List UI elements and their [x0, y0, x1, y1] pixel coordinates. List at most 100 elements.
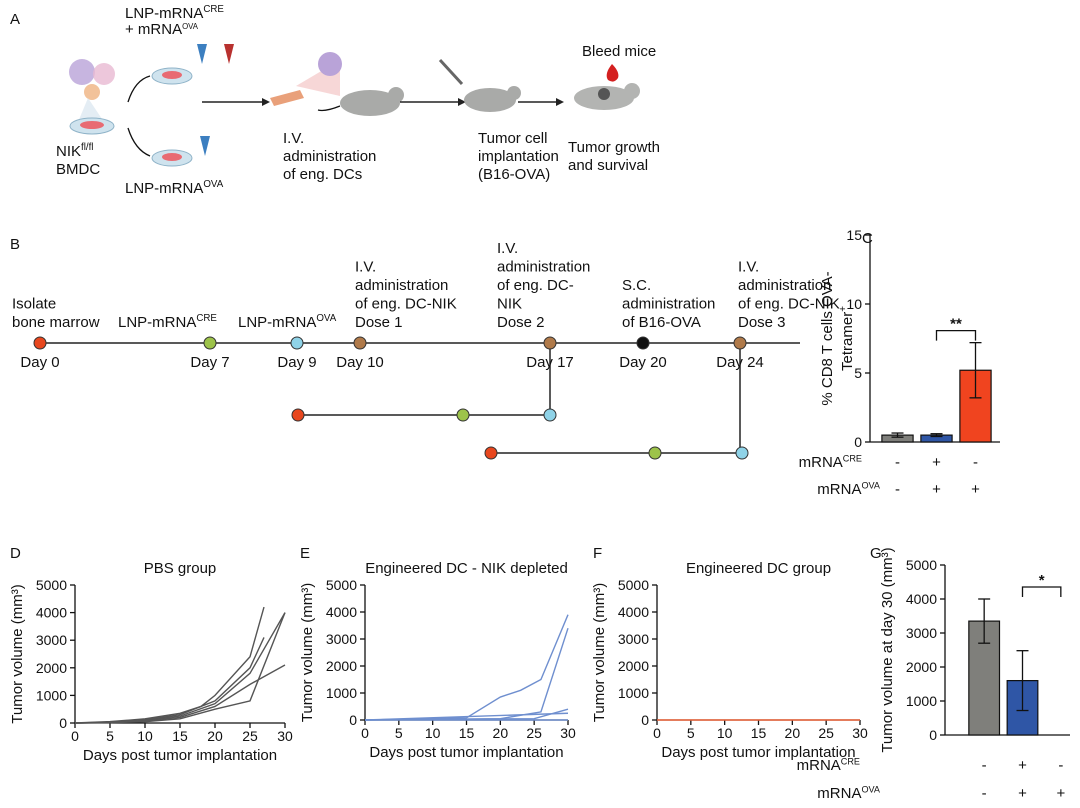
label-text: I.V.: [497, 240, 518, 257]
x-tick-label: 20: [493, 725, 509, 741]
label-text: LNP-mRNA: [238, 314, 316, 331]
label-text: LNP-mRNA: [125, 180, 203, 197]
label-text: mRNA: [799, 454, 843, 471]
label-text: Tumor volume at day 30 (mm³): [879, 547, 896, 752]
panel-label: A: [10, 11, 20, 28]
sign: -: [982, 757, 987, 774]
y-tick-label: 3000: [36, 632, 67, 648]
sign: +: [932, 454, 941, 471]
day-dot: [636, 336, 650, 350]
label-text: I.V.: [738, 259, 759, 276]
sign: -: [895, 481, 900, 498]
label-sup: CRE: [196, 313, 217, 324]
label-sup: CRE: [203, 4, 224, 15]
x-tick-label: 25: [526, 725, 542, 741]
day-dot: [33, 336, 47, 350]
label: Tumor volume at day 30 (mm³): [879, 547, 896, 752]
x-tick-label: 15: [172, 728, 188, 744]
sign: -: [982, 785, 987, 802]
step-label: implantation: [478, 148, 559, 165]
x-tick-label: 0: [361, 725, 369, 741]
day-label: Day 20: [619, 354, 667, 371]
label: BMDC: [56, 161, 100, 178]
y-tick-label: 2000: [36, 660, 67, 676]
label-text: of eng. DC-: [497, 277, 574, 294]
x-axis-label: Days post tumor implantation: [369, 744, 563, 761]
label-text: administration: [738, 277, 831, 294]
sign: +: [1018, 785, 1027, 802]
label: of B16-OVA: [622, 314, 701, 331]
step-label: I.V.: [283, 130, 304, 147]
sign: +: [971, 481, 980, 498]
label: of eng. DC-NIK: [355, 296, 457, 313]
x-tick-label: 20: [785, 725, 801, 741]
label-text: mRNA: [817, 785, 861, 802]
x-tick-label: 10: [425, 725, 441, 741]
x-tick-label: 25: [242, 728, 258, 744]
step-label: administration: [283, 148, 376, 165]
y-tick-label: 5000: [906, 557, 937, 573]
x-tick-label: 30: [560, 725, 576, 741]
label: mRNAOVA: [817, 784, 881, 802]
label-text: Isolate: [12, 296, 56, 313]
day-dot: [543, 336, 557, 350]
label-text: % CD8 T cells OVA-: [819, 271, 836, 405]
label-sup: OVA: [861, 784, 880, 794]
y-axis-label: Tumor volume (mm³): [9, 584, 26, 723]
label: + mRNAOVA: [125, 21, 199, 38]
timeline: [40, 342, 800, 460]
sign: +: [1056, 785, 1065, 802]
label: NIK: [497, 296, 522, 313]
day-label: Day 17: [526, 354, 574, 371]
label: LNP-mRNACRE: [118, 313, 217, 331]
panel-label: F: [593, 545, 602, 562]
x-tick-label: 10: [137, 728, 153, 744]
label-sup: OVA: [861, 480, 880, 490]
label-text: LNP-mRNA: [118, 314, 196, 331]
significance: *: [1039, 572, 1045, 589]
label-text: administration: [355, 277, 448, 294]
label: of eng. DC-NIK: [738, 296, 840, 313]
x-tick-label: 25: [818, 725, 834, 741]
step-label: Tumor growth: [568, 139, 660, 156]
significance-bracket: [935, 329, 977, 341]
label-sup: OVA: [203, 179, 223, 190]
data-line: [364, 627, 569, 721]
label-text: Dose 2: [497, 314, 545, 331]
label-sup: +: [838, 306, 849, 312]
significance: **: [950, 316, 962, 333]
x-tick-label: 15: [459, 725, 475, 741]
x-tick-label: 0: [653, 725, 661, 741]
y-tick-label: 1000: [36, 687, 67, 703]
label-sup: CRE: [843, 453, 862, 463]
y-tick-label: 2000: [326, 658, 357, 674]
y-tick-label: 5: [854, 365, 862, 381]
label-text: + mRNA: [125, 21, 182, 38]
x-tick-label: 30: [852, 725, 868, 741]
day-dot: [290, 336, 304, 350]
label: bone marrow: [12, 314, 100, 331]
y-tick-label: 3000: [906, 625, 937, 641]
label: Dose 2: [497, 314, 545, 331]
label: of eng. DC-: [497, 277, 574, 294]
label: I.V.: [497, 240, 518, 257]
label-text: S.C.: [622, 277, 651, 294]
y-tick-label: 0: [929, 727, 937, 743]
label-text: LNP-mRNA: [125, 5, 203, 22]
label-text: administration: [622, 296, 715, 313]
label-text: Dose 3: [738, 314, 786, 331]
y-tick-label: 2000: [618, 658, 649, 674]
label-text: BMDC: [56, 161, 100, 178]
step-label: and survival: [568, 157, 648, 174]
step-label: (B16-OVA): [478, 166, 550, 183]
panel-label: G: [870, 545, 882, 562]
data-line: [74, 612, 286, 724]
y-tick-label: 0: [854, 434, 862, 450]
x-tick-label: 15: [751, 725, 767, 741]
y-tick-label: 4000: [36, 605, 67, 621]
label: LNP-mRNAOVA: [238, 313, 337, 331]
label: % CD8 T cells OVA-: [819, 271, 836, 405]
label-text: Dose 1: [355, 314, 403, 331]
label: LNP-mRNACRE: [125, 4, 224, 22]
chart-title: Engineered DC - NIK depleted: [365, 560, 568, 577]
